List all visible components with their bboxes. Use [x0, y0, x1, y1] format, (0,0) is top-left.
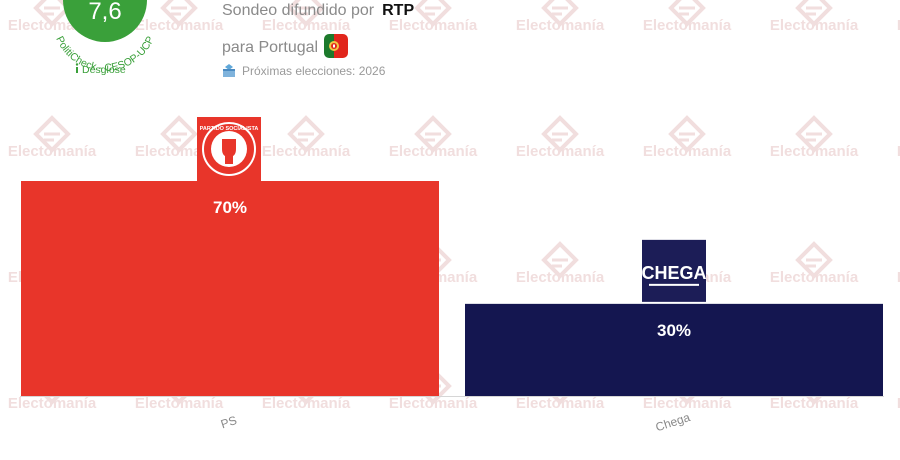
- watermark-mark: Electomanía: [897, 143, 900, 160]
- watermark-mark: Electomanía: [389, 0, 478, 34]
- watermark-mark: Electomanía: [516, 241, 605, 286]
- watermark-mark: Electomanía: [897, 395, 900, 412]
- watermark-text: Electomanía: [897, 143, 900, 160]
- score-value: 7,6: [88, 0, 121, 25]
- watermark-mark: Electomanía: [643, 0, 732, 34]
- svg-text:CHEGA: CHEGA: [641, 263, 706, 283]
- watermark-text: Electomanía: [770, 17, 859, 34]
- portugal-flag-icon: [324, 34, 349, 58]
- next-elections: Próximas elecciones: 2026: [242, 64, 386, 78]
- chega-logo: CHEGA: [641, 239, 707, 302]
- watermark-text: Electomanía: [516, 269, 605, 286]
- watermark-mark: Electomanía: [516, 0, 605, 34]
- poll-source-line: Sondeo difundido por RTP: [222, 2, 414, 20]
- svg-text:PARTIDO SOCIALISTA: PARTIDO SOCIALISTA: [200, 126, 259, 132]
- watermark-text: Electomanía: [643, 17, 732, 34]
- ballot-box-icon: [223, 64, 235, 77]
- x-tick-label: PS: [219, 413, 239, 431]
- watermark-text: Electomanía: [135, 395, 224, 412]
- partido-socialista-logo: PARTIDO SOCIALISTA: [197, 117, 261, 181]
- watermark-text: Electomanía: [897, 17, 900, 34]
- score-circle: [63, 0, 147, 42]
- desglose-link[interactable]: Desglose: [75, 63, 126, 76]
- watermark-mark: Electomanía: [8, 115, 97, 160]
- bar-value-label: 70%: [213, 198, 247, 217]
- watermark-text: Electomanía: [516, 17, 605, 34]
- watermark-text: Electomanía: [389, 395, 478, 412]
- watermark-text: Electomanía: [262, 17, 351, 34]
- watermark-text: Electomanía: [897, 269, 900, 286]
- watermark-mark: Electomanía: [643, 115, 732, 160]
- watermark-mark: Electomanía: [770, 115, 859, 160]
- watermark-text: Electomanía: [643, 395, 732, 412]
- poll-source: RTP: [382, 2, 415, 19]
- watermark-text: Electomanía: [262, 395, 351, 412]
- x-tick-label: Chega: [654, 410, 692, 434]
- watermark-mark: Electomanía: [135, 0, 224, 34]
- info-icon: [75, 63, 79, 73]
- watermark-text: Electomanía: [897, 395, 900, 412]
- bar-chega: [465, 303, 883, 396]
- watermark-text: Electomanía: [262, 143, 351, 160]
- watermark-text: Electomanía: [770, 269, 859, 286]
- watermark-mark: Electomanía: [262, 115, 351, 160]
- watermark-mark: Electomanía: [897, 269, 900, 286]
- watermark-text: Electomanía: [770, 143, 859, 160]
- bar-ps: [21, 181, 439, 396]
- watermark-text: Electomanía: [389, 17, 478, 34]
- watermark-text: Electomanía: [135, 17, 224, 34]
- watermark-mark: Electomanía: [770, 241, 859, 286]
- bar-value-label: 30%: [657, 321, 691, 340]
- poll-country-line: para Portugal: [222, 34, 349, 58]
- poll-source-prefix: Sondeo difundido por: [222, 2, 375, 19]
- watermark-text: Electomanía: [8, 395, 97, 412]
- watermark-text: Electomanía: [643, 143, 732, 160]
- politicheck-badge: 7,6 PolitiCheck - CESOP-UCP Desglose: [53, 0, 157, 76]
- watermark-text: Electomanía: [389, 143, 478, 160]
- next-elections-line: Próximas elecciones: 2026: [222, 64, 385, 78]
- poll-country: para Portugal: [222, 39, 319, 56]
- watermark-mark: Electomanía: [770, 0, 859, 34]
- watermark-text: Electomanía: [516, 395, 605, 412]
- watermark-text: Electomanía: [516, 143, 605, 160]
- watermark-mark: Electomanía: [897, 17, 900, 34]
- desglose-label: Desglose: [82, 64, 126, 76]
- watermark-text: Electomanía: [8, 143, 97, 160]
- watermark-mark: Electomanía: [389, 115, 478, 160]
- watermark-mark: Electomanía: [516, 115, 605, 160]
- watermark-mark: Electomanía: [262, 0, 351, 34]
- watermark-text: Electomanía: [770, 395, 859, 412]
